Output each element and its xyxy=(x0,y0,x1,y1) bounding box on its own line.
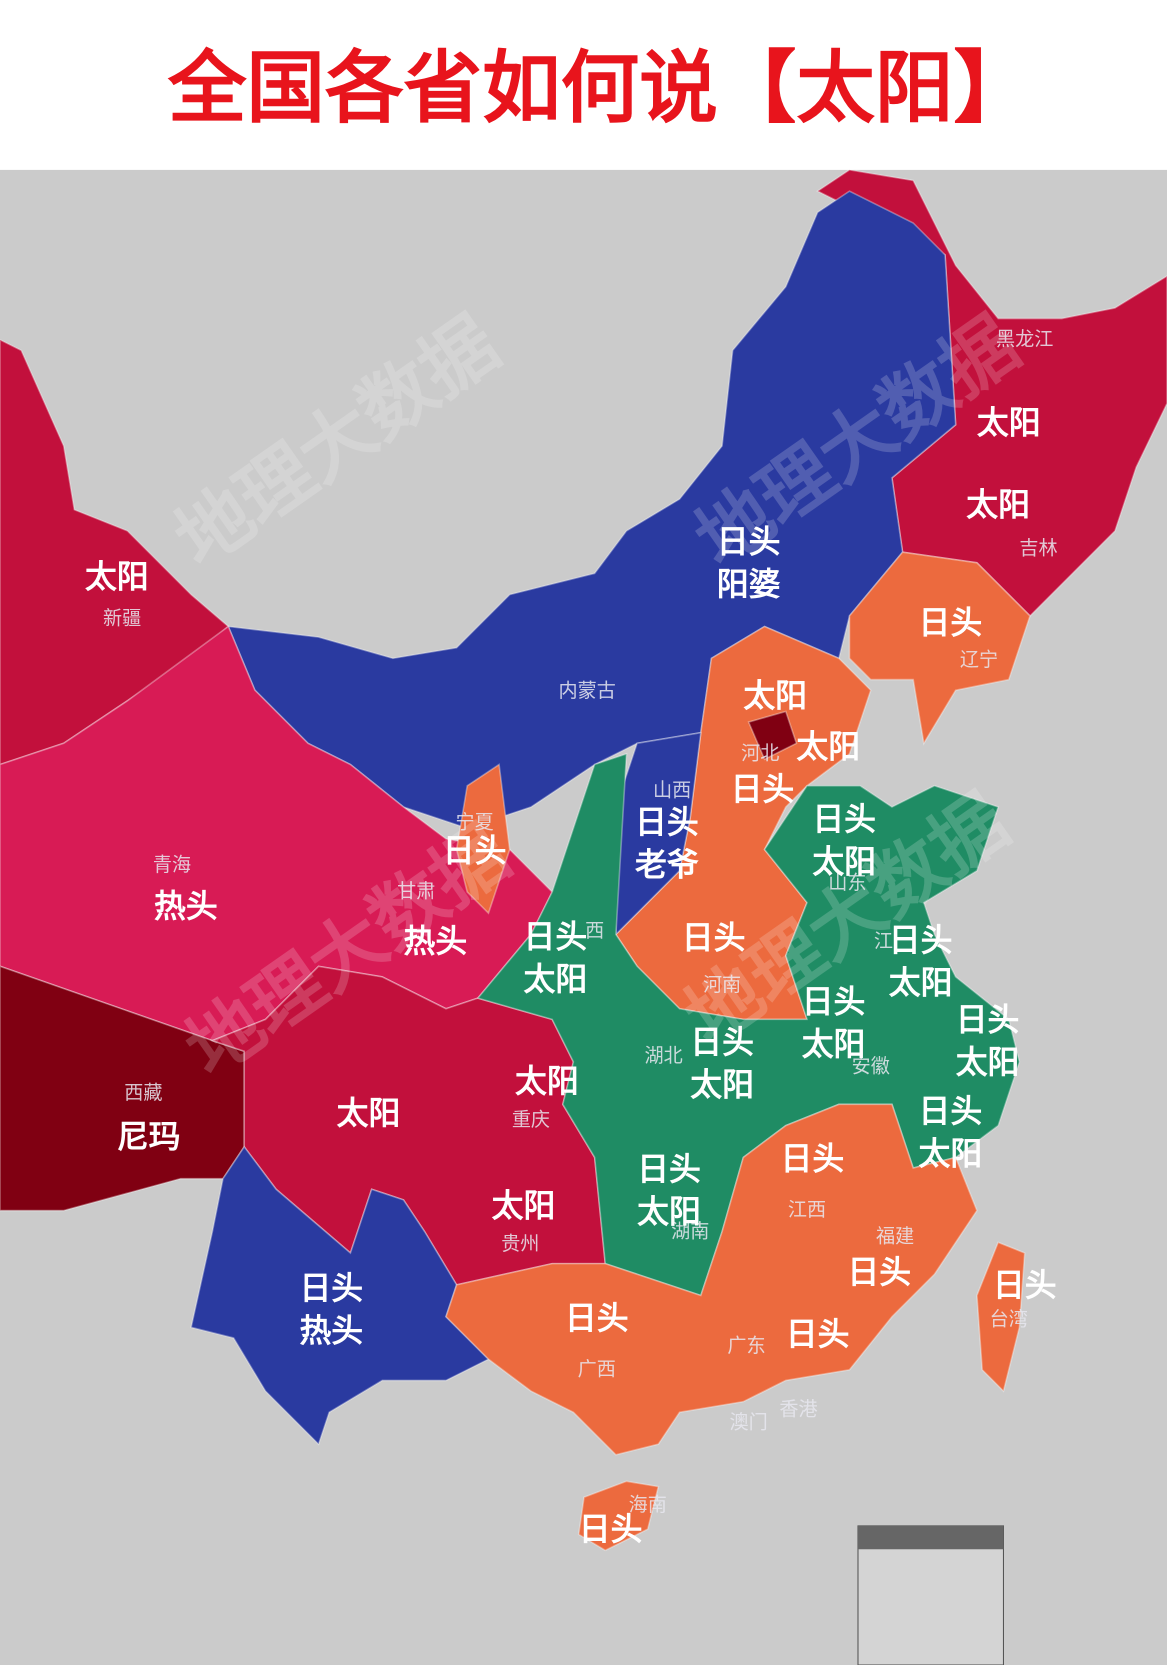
province-name: 内蒙古 xyxy=(559,679,616,702)
xinjiang xyxy=(0,338,230,766)
sun-word: 尼玛 xyxy=(117,1117,181,1155)
province-name: 西 xyxy=(585,919,604,942)
taiwan xyxy=(976,1241,1026,1393)
sun-word: 日头 xyxy=(637,1150,701,1188)
sun-word: 老爷 xyxy=(635,845,699,883)
central-east xyxy=(476,752,1021,1297)
province-name: 广西 xyxy=(578,1357,616,1380)
sun-word: 热头 xyxy=(299,1312,363,1350)
province-name: 安徽 xyxy=(852,1055,890,1078)
sun-word: 太阳 xyxy=(956,1043,1020,1081)
province-name: 辽宁 xyxy=(960,648,998,671)
province-name: 海南 xyxy=(629,1493,667,1516)
sun-word: 太阳 xyxy=(977,404,1041,442)
province-name: 江西 xyxy=(788,1198,826,1221)
province-name: 山东 xyxy=(828,871,866,894)
beijing xyxy=(747,710,798,761)
sun-word: 日头 xyxy=(919,603,983,641)
yunnan xyxy=(190,1145,490,1446)
sun-word: 太阳 xyxy=(637,1193,701,1231)
sun-word: 太阳 xyxy=(690,1065,754,1103)
province-name: 福建 xyxy=(876,1225,914,1248)
province-name: 澳门 xyxy=(730,1410,768,1433)
sun-word: 日头 xyxy=(993,1266,1057,1304)
sun-word: 阳婆 xyxy=(717,565,781,603)
province-name: 黑龙江 xyxy=(996,327,1053,350)
province-name: 湖南 xyxy=(671,1219,709,1242)
sun-word: 日头 xyxy=(802,982,866,1020)
sun-word: 日头 xyxy=(780,1140,844,1178)
sun-word: 热头 xyxy=(154,887,218,925)
sun-word: 日头 xyxy=(299,1269,363,1307)
header-bg xyxy=(0,0,1167,170)
provinces xyxy=(0,169,1167,1552)
south-china xyxy=(445,1103,978,1456)
inset-land xyxy=(857,1525,1004,1550)
sun-word: 日头 xyxy=(786,1315,850,1353)
province-name: 青海 xyxy=(153,853,191,876)
province-name: 台湾 xyxy=(990,1307,1028,1330)
liaoning xyxy=(848,551,1031,746)
province-name: 重庆 xyxy=(512,1108,550,1131)
sun-word: 日头 xyxy=(524,918,588,956)
sun-word: 日头 xyxy=(889,921,953,959)
sun-word: 太阳 xyxy=(524,960,588,998)
province-name: 香港 xyxy=(779,1398,817,1421)
ningxia xyxy=(455,763,511,915)
sun-word: 日头 xyxy=(635,803,699,841)
province-name: 贵州 xyxy=(501,1232,539,1255)
sun-word: 日头 xyxy=(956,1001,1020,1039)
hainan xyxy=(577,1480,660,1552)
province-name: 新疆 xyxy=(103,607,141,630)
sun-word: 日头 xyxy=(690,1023,754,1061)
sun-word: 日头 xyxy=(812,800,876,838)
sun-word: 日头 xyxy=(847,1253,911,1291)
province-name: 甘肃 xyxy=(397,879,435,902)
province-name: 河北 xyxy=(741,741,779,764)
sun-word: 日头 xyxy=(443,832,507,870)
sun-word: 太阳 xyxy=(337,1094,401,1132)
sun-word: 热头 xyxy=(404,922,468,960)
sun-word: 太阳 xyxy=(796,728,860,766)
sun-word: 太阳 xyxy=(889,963,953,1001)
province-name: 湖北 xyxy=(645,1044,683,1067)
sun-word: 太阳 xyxy=(919,1134,983,1172)
province-name: 河南 xyxy=(703,973,741,996)
sun-word: 日头 xyxy=(919,1092,983,1130)
sun-word: 日头 xyxy=(579,1510,643,1548)
province-name: 宁夏 xyxy=(456,810,494,833)
province-name: 江 xyxy=(874,929,893,952)
province-name: 山西 xyxy=(653,779,691,802)
sun-word: 太阳 xyxy=(812,842,876,880)
title: 全国各省如何说【太阳】 xyxy=(167,42,1032,134)
sun-word: 日头 xyxy=(717,523,781,561)
province-name: 西藏 xyxy=(124,1081,162,1104)
province-name: 广东 xyxy=(727,1334,765,1357)
sun-word: 日头 xyxy=(682,919,746,957)
sun-word: 太阳 xyxy=(515,1062,579,1100)
sun-word: 太阳 xyxy=(743,677,807,715)
sun-word: 太阳 xyxy=(802,1025,866,1063)
province-name: 吉林 xyxy=(1019,536,1057,559)
sun-word: 日头 xyxy=(565,1299,629,1337)
sun-word: 太阳 xyxy=(85,558,149,596)
sun-word: 日头 xyxy=(731,770,795,808)
sun-word: 太阳 xyxy=(966,486,1030,524)
sun-word: 太阳 xyxy=(492,1186,556,1224)
